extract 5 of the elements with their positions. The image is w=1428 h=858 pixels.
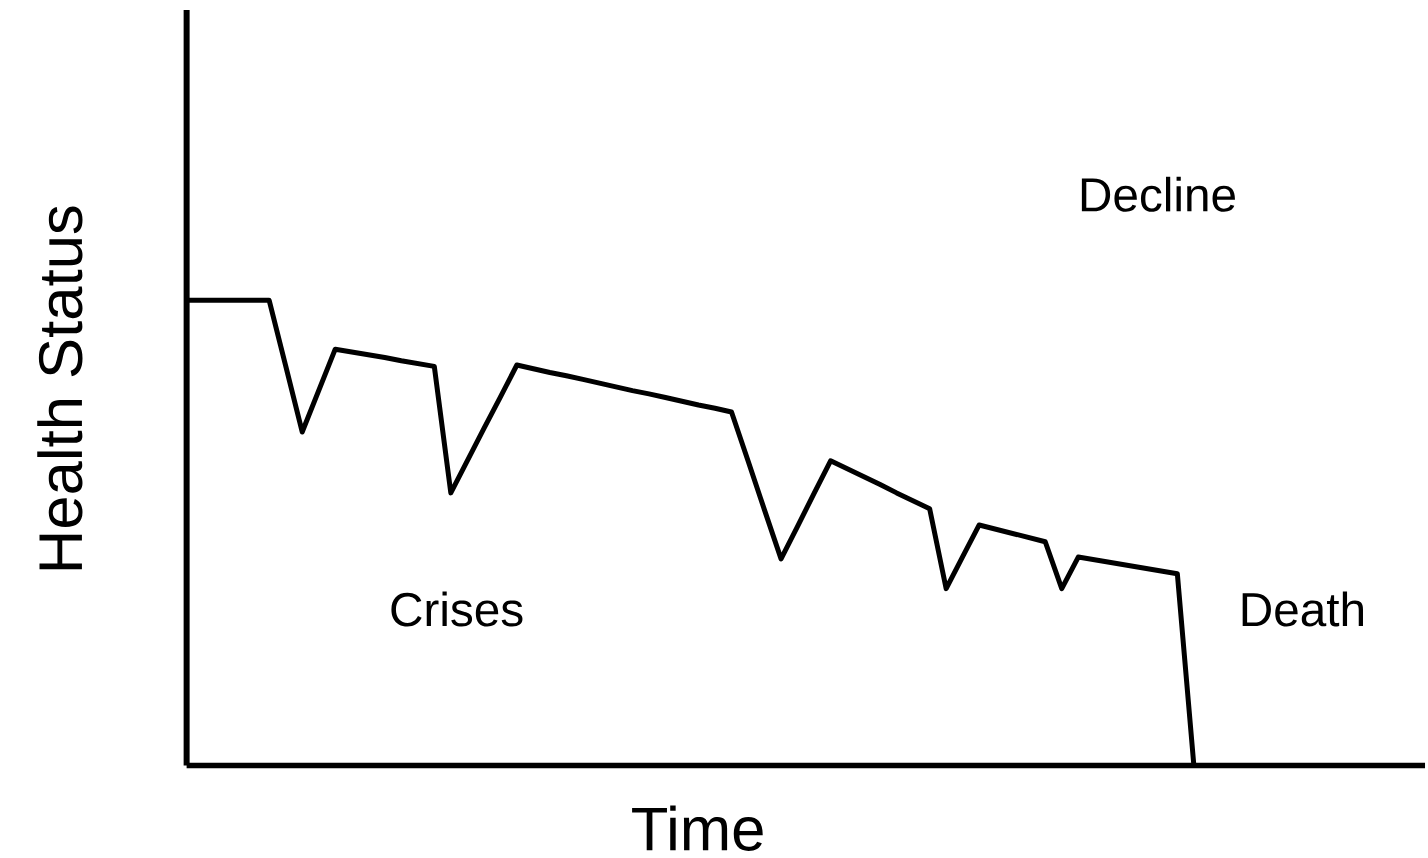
x-axis-title: Time: [632, 805, 763, 852]
annotation: Crises: [391, 591, 523, 627]
y-axis-title: Health Status: [37, 206, 83, 570]
annotation: Death: [1242, 591, 1363, 627]
text: Decline: [1081, 177, 1235, 213]
